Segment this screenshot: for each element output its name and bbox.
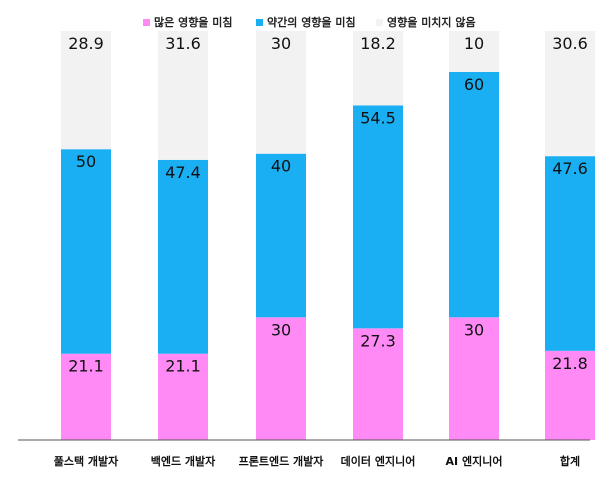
legend: 많은 영향을 미침 약간의 영향을 미침 영향을 미치지 않음: [143, 15, 476, 29]
data-label: 40: [271, 157, 291, 176]
data-label: 18.2: [360, 34, 396, 53]
category-label: 합계: [560, 454, 580, 468]
legend-item: 영향을 미치지 않음: [376, 15, 476, 29]
data-label: 30.6: [552, 34, 588, 53]
bar-segment: [545, 350, 595, 440]
bar-segment: [61, 353, 111, 440]
bar-segment: [256, 31, 306, 154]
legend-label: 많은 영향을 미침: [154, 15, 233, 29]
data-label: 21.1: [68, 357, 104, 376]
bar-segment: [545, 31, 595, 157]
bar-segment: [545, 156, 595, 351]
legend-label: 약간의 영향을 미침: [267, 15, 356, 29]
bar-segment: [256, 153, 306, 318]
category-label: 백엔드 개발자: [151, 454, 216, 468]
bar-segment: [449, 317, 499, 440]
category-label: 데이터 엔지니어: [341, 454, 416, 468]
data-label: 31.6: [165, 34, 201, 53]
bar-segment: [61, 149, 111, 354]
data-label: 21.1: [165, 357, 201, 376]
bar-segment: [158, 159, 208, 354]
data-label: 28.9: [68, 34, 104, 53]
bar-segment: [353, 328, 403, 440]
category-label: 프론트엔드 개발자: [239, 454, 325, 468]
data-label: 27.3: [360, 331, 396, 350]
legend-item: 많은 영향을 미침: [143, 15, 233, 29]
legend-swatch: [256, 19, 263, 26]
data-label: 30: [271, 320, 291, 339]
bar-segment: [158, 31, 208, 160]
data-label: 47.6: [552, 159, 588, 178]
legend-swatch: [376, 19, 383, 26]
data-label: 30: [271, 34, 291, 53]
category-labels: 풀스택 개발자 백엔드 개발자 프론트엔드 개발자 데이터 엔지니어 AI 엔지니어 합계: [54, 454, 580, 468]
data-label: 47.4: [165, 163, 201, 182]
data-label: 50: [76, 152, 96, 171]
bars: 21.1 50 28.9 21.1 47.4 31.6 30 40 30 27.3 54.5 18.2…: [61, 31, 595, 440]
bar-segment: [256, 317, 306, 440]
bar-segment: [449, 71, 499, 318]
bar-segment: [61, 31, 111, 150]
bar-segment: [449, 31, 499, 72]
legend-item: 약간의 영향을 미침: [256, 15, 356, 29]
legend-swatch: [143, 19, 150, 26]
legend-label: 영향을 미치지 않음: [387, 15, 476, 29]
bar-segment: [158, 353, 208, 440]
data-label: 21.8: [552, 354, 588, 373]
data-label: 10: [464, 34, 484, 53]
category-label: AI 엔지니어: [446, 454, 503, 468]
bar-segment: [353, 31, 403, 106]
category-label: 풀스택 개발자: [54, 454, 119, 468]
data-label: 60: [464, 75, 484, 94]
data-label: 30: [464, 320, 484, 339]
bar-segment: [353, 105, 403, 329]
data-label: 54.5: [360, 108, 396, 127]
